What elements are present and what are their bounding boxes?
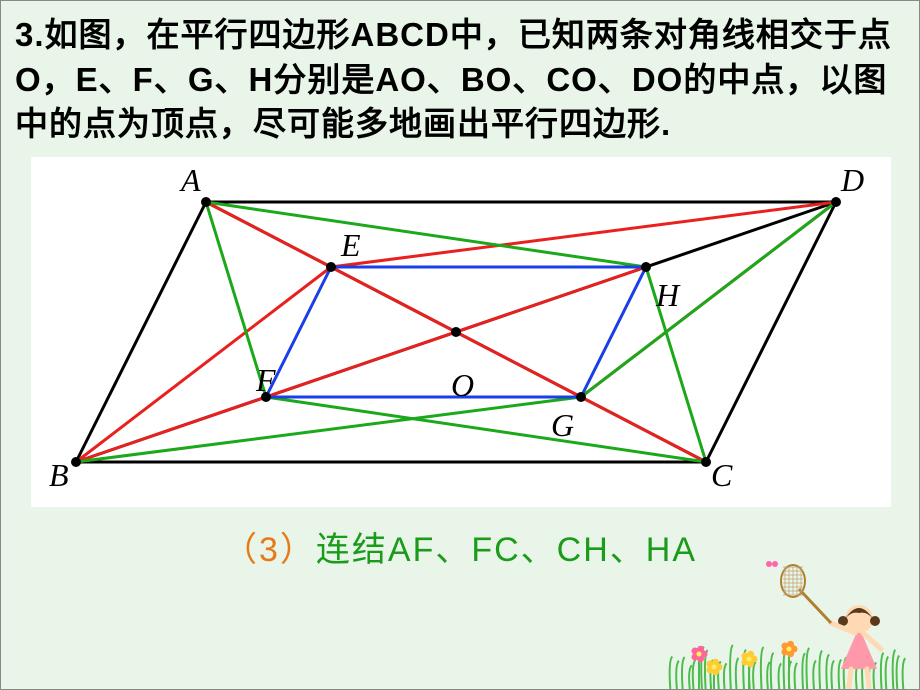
point-label-C: C (711, 457, 732, 494)
point-label-G: G (551, 407, 574, 444)
point-label-H: H (656, 277, 679, 314)
point-label-B: B (49, 457, 69, 494)
diagram-container: A D B C O E H F G (31, 157, 891, 507)
answer-content: 连结AF、FC、CH、HA (316, 531, 697, 569)
decoration-illustration (659, 549, 919, 689)
point-label-A: A (181, 162, 201, 199)
point-label-D: D (841, 162, 864, 199)
point-label-F: F (256, 362, 276, 399)
geometry-diagram (31, 157, 891, 507)
answer-number: （3） (223, 531, 316, 569)
point-label-O: O (451, 367, 474, 404)
point-label-E: E (341, 227, 361, 264)
question-text: 3.如图，在平行四边形ABCD中，已知两条对角线相交于点O，E、F、G、H分别是… (1, 1, 919, 147)
slide: 3.如图，在平行四边形ABCD中，已知两条对角线相交于点O，E、F、G、H分别是… (0, 0, 920, 690)
